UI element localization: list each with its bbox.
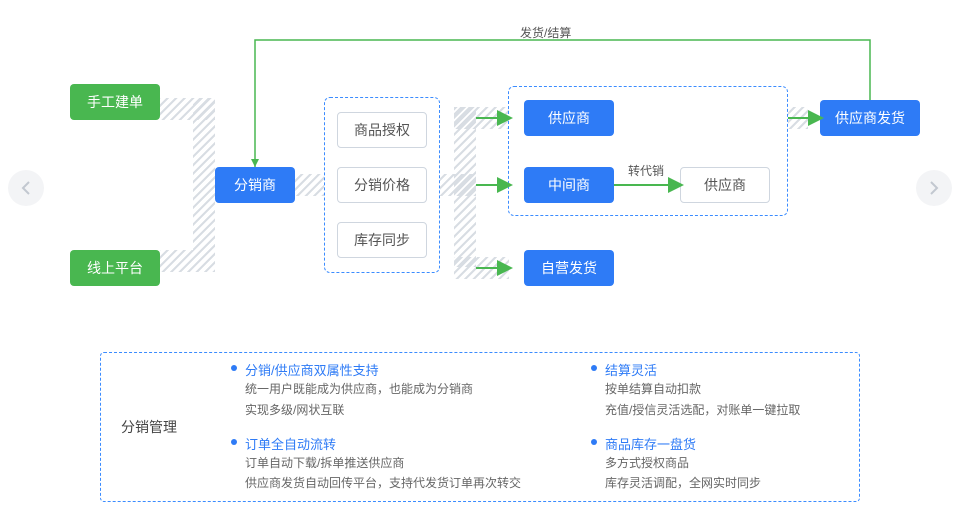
- node-distributor: 分销商: [215, 167, 295, 203]
- node-auth: 商品授权: [337, 112, 427, 148]
- info-column: 分销/供应商双属性支持统一用户既能成为供应商，也能成为分销商实现多级/网状互联订…: [231, 360, 521, 494]
- hatch-connector: [295, 174, 324, 196]
- edge-label-resell: 转代销: [628, 162, 664, 179]
- hatch-connector: [454, 107, 476, 267]
- info-item: 订单全自动流转订单自动下载/拆单推送供应商供应商发货自动回传平台，支持代发货订单…: [231, 434, 521, 494]
- info-item-title: 分销/供应商双属性支持: [231, 360, 521, 379]
- hatch-connector: [454, 257, 509, 279]
- diagram-canvas: 手工建单线上平台分销商商品授权分销价格库存同步供应商中间商供应商自营发货供应商发…: [0, 0, 960, 520]
- node-middleman: 中间商: [524, 167, 614, 203]
- info-item-title: 结算灵活: [591, 360, 800, 379]
- info-item: 分销/供应商双属性支持统一用户既能成为供应商，也能成为分销商实现多级/网状互联: [231, 360, 521, 420]
- node-price: 分销价格: [337, 167, 427, 203]
- info-item-body: 订单自动下载/拆单推送供应商供应商发货自动回传平台，支持代发货订单再次转交: [231, 453, 521, 494]
- node-online: 线上平台: [70, 250, 160, 286]
- info-item-body: 按单结算自动扣款充值/授信灵活选配，对账单一键拉取: [591, 379, 800, 420]
- info-item-body: 统一用户既能成为供应商，也能成为分销商实现多级/网状互联: [231, 379, 521, 420]
- info-panel-title: 分销管理: [121, 417, 231, 437]
- hatch-connector: [193, 98, 215, 272]
- node-manual: 手工建单: [70, 84, 160, 120]
- info-item: 商品库存一盘货多方式授权商品库存灵活调配，全网实时同步: [591, 434, 800, 494]
- info-panel: 分销管理 分销/供应商双属性支持统一用户既能成为供应商，也能成为分销商实现多级/…: [100, 352, 860, 502]
- node-stock: 库存同步: [337, 222, 427, 258]
- info-item: 结算灵活按单结算自动扣款充值/授信灵活选配，对账单一键拉取: [591, 360, 800, 420]
- info-item-title: 订单全自动流转: [231, 434, 521, 453]
- node-supship: 供应商发货: [820, 100, 920, 136]
- info-item-title: 商品库存一盘货: [591, 434, 800, 453]
- hatch-connector: [788, 107, 808, 129]
- info-column: 结算灵活按单结算自动扣款充值/授信灵活选配，对账单一键拉取商品库存一盘货多方式授…: [591, 360, 800, 494]
- node-selfship: 自营发货: [524, 250, 614, 286]
- node-supplier2: 供应商: [680, 167, 770, 203]
- edge-label-feedback: 发货/结算: [520, 24, 571, 41]
- hatch-connector: [454, 107, 509, 129]
- node-supplier1: 供应商: [524, 100, 614, 136]
- info-item-body: 多方式授权商品库存灵活调配，全网实时同步: [591, 453, 800, 494]
- carousel-next[interactable]: [916, 170, 952, 206]
- carousel-prev[interactable]: [8, 170, 44, 206]
